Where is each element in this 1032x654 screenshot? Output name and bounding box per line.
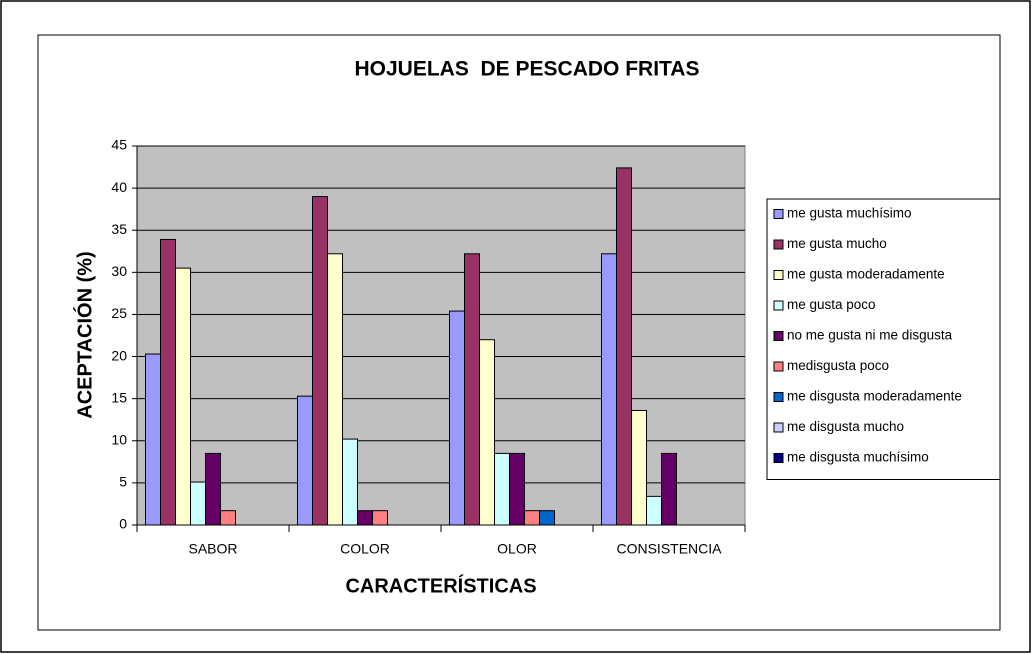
legend-label: me disgusta muchísimo [787, 450, 929, 465]
legend-swatch [773, 453, 784, 463]
bar [539, 510, 555, 526]
bar [342, 438, 358, 526]
legend-label: me gusta mucho [787, 236, 887, 251]
bar [205, 452, 221, 526]
bar [327, 253, 343, 526]
legend-label: me disgusta moderadamente [787, 389, 962, 404]
y-tick-label: 0 [119, 516, 127, 532]
bar [479, 339, 495, 526]
plot-area [136, 145, 746, 526]
y-tick-label: 30 [111, 263, 127, 279]
bar [175, 267, 191, 526]
bar [631, 409, 647, 526]
bar [372, 510, 388, 526]
y-tick-label: 5 [119, 474, 127, 490]
bar [312, 196, 328, 526]
bar [160, 238, 176, 526]
bar [297, 395, 313, 526]
bar [357, 510, 373, 526]
legend-label: me gusta poco [787, 297, 876, 312]
bar [646, 495, 662, 526]
y-tick-label: 45 [111, 137, 127, 153]
bar [524, 510, 540, 526]
legend-swatch [773, 239, 784, 250]
legend-swatch [773, 361, 784, 372]
bar [509, 452, 525, 526]
y-tick-label: 10 [111, 431, 127, 447]
legend-swatch [773, 422, 784, 433]
legend-swatch [773, 392, 784, 402]
bar [661, 452, 677, 526]
bar [220, 510, 236, 526]
x-tick-label: CONSISTENCIA [616, 541, 722, 557]
legend-box [766, 198, 1001, 480]
bar [494, 452, 510, 526]
legend-swatch [773, 209, 784, 219]
legend-label: medisgusta poco [787, 358, 889, 373]
legend-label: me disgusta mucho [787, 419, 904, 434]
legend-label: me gusta muchísimo [787, 206, 912, 221]
y-axis-label: ACEPTACIÓN (%) [72, 251, 96, 418]
bar [464, 253, 480, 526]
legend-swatch [773, 331, 784, 341]
legend-label: me gusta moderadamente [787, 267, 945, 282]
bar [449, 310, 465, 526]
x-tick-label: SABOR [188, 541, 237, 557]
bar [616, 167, 632, 526]
chart-title: HOJUELAS DE PESCADO FRITAS [355, 58, 700, 81]
y-tick-label: 35 [111, 221, 127, 237]
legend-swatch [773, 270, 784, 280]
legend-label: no me gusta ni me disgusta [787, 328, 953, 343]
x-tick-label: OLOR [497, 541, 537, 557]
y-tick-label: 15 [111, 389, 127, 405]
bar [190, 481, 206, 526]
y-tick-label: 25 [111, 305, 127, 321]
y-tick-label: 40 [111, 179, 127, 195]
y-tick-label: 20 [111, 347, 127, 363]
legend-swatch [773, 300, 784, 311]
x-tick-label: COLOR [340, 541, 390, 557]
x-axis-label: CARACTERÍSTICAS [345, 574, 536, 597]
bar [145, 353, 161, 526]
bar [601, 253, 617, 526]
